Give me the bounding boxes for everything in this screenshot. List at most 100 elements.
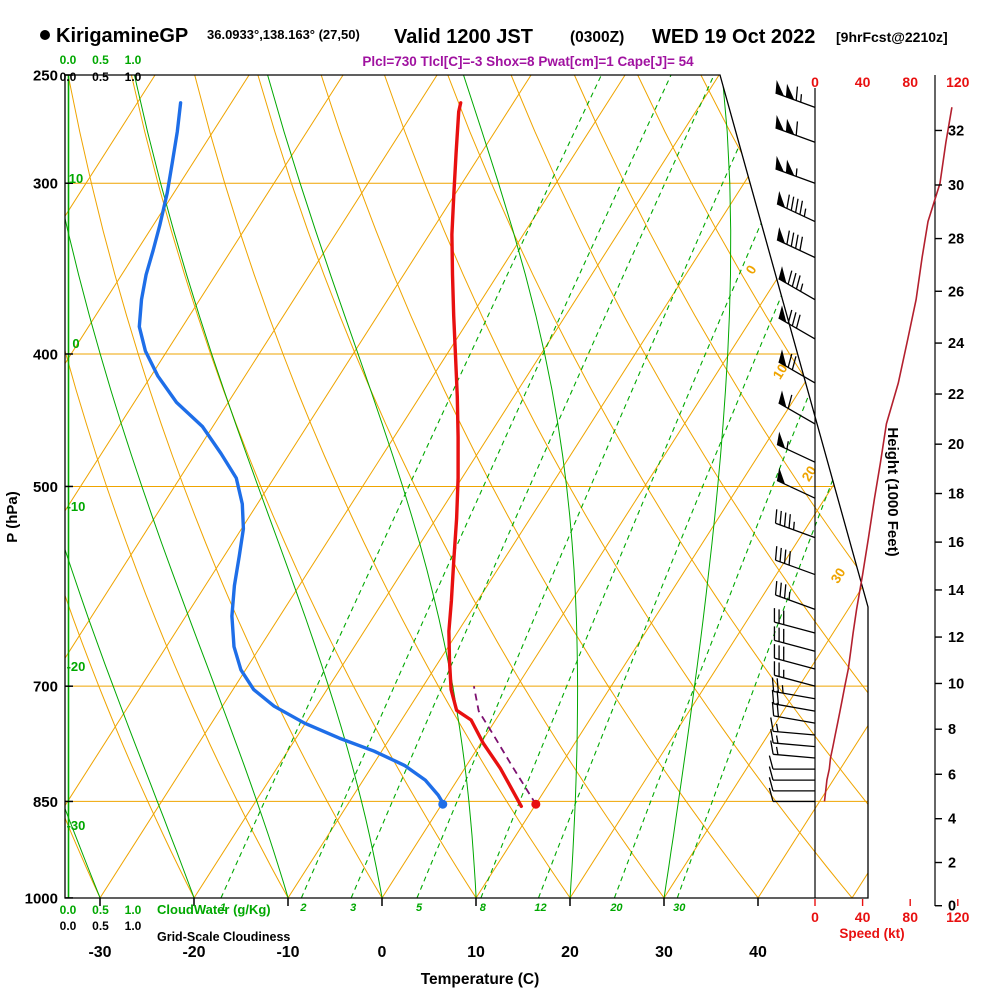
wind-barb-staff bbox=[775, 168, 816, 184]
height-tick-label: 14 bbox=[948, 583, 964, 599]
wind-barb-full bbox=[771, 677, 775, 692]
moist-adiabat-line bbox=[65, 75, 195, 898]
mixing-ratio-label: 3 bbox=[350, 902, 356, 914]
pressure-tick-label: 500 bbox=[33, 479, 58, 496]
speed-tick-label-top: 0 bbox=[811, 74, 819, 90]
wind-barb-half bbox=[781, 685, 784, 694]
wind-barb-full bbox=[791, 312, 797, 327]
temp-tick-label: 40 bbox=[749, 944, 767, 961]
wind-speed-profile-line bbox=[823, 107, 953, 802]
wind-barb-staff bbox=[774, 639, 816, 652]
isotherm-line bbox=[475, 75, 868, 898]
wind-barb-full bbox=[799, 200, 804, 215]
temp-tick-label: -10 bbox=[276, 944, 299, 961]
wind-barb-full bbox=[783, 584, 787, 599]
wind-barb-staff bbox=[774, 674, 816, 687]
temp-tick-label: 10 bbox=[467, 944, 485, 961]
height-tick-label: 12 bbox=[948, 630, 964, 646]
wind-barb-half bbox=[786, 441, 789, 450]
pressure-axis-title: P (hPa) bbox=[4, 491, 21, 542]
moist-adiabat-line bbox=[663, 75, 732, 898]
speed-axis-title: Speed (kt) bbox=[839, 926, 904, 941]
isotherm-line bbox=[287, 75, 814, 898]
wind-barb-full bbox=[787, 309, 793, 324]
pressure-tick-label: 700 bbox=[33, 679, 58, 696]
dry-adiabat-line bbox=[65, 75, 195, 898]
wind-barb-full bbox=[786, 230, 790, 245]
wind-barb-pennant bbox=[776, 467, 786, 485]
wind-barb-pennant bbox=[785, 118, 795, 135]
speed-tick-label-bottom: 120 bbox=[946, 909, 970, 925]
moist-adiabat-label: -30 bbox=[67, 818, 86, 833]
speed-tick-label-top: 120 bbox=[946, 74, 970, 90]
mixing-ratio-line bbox=[537, 75, 868, 898]
wind-barb-full bbox=[787, 270, 793, 285]
wind-barb-pennant bbox=[776, 431, 786, 449]
height-tick-label: 24 bbox=[948, 336, 964, 352]
moist-adiabat-line bbox=[0, 75, 6, 898]
mixing-ratio-line bbox=[480, 75, 826, 898]
dry-adiabat-line bbox=[130, 75, 477, 898]
wind-barb-half bbox=[788, 591, 791, 600]
valid-zulu: (0300Z) bbox=[570, 29, 624, 46]
wind-barb-staff bbox=[775, 559, 816, 576]
cloud-scale-tick-label: 1.0 bbox=[125, 70, 142, 84]
pressure-tick-label: 300 bbox=[33, 176, 58, 193]
wind-barb-full bbox=[771, 689, 775, 704]
mixing-ratio-line bbox=[416, 75, 772, 898]
height-tick-label: 26 bbox=[948, 284, 964, 300]
wind-barb-full bbox=[795, 121, 799, 136]
wind-barb-pennant bbox=[776, 226, 786, 244]
wind-barb-pennant bbox=[785, 159, 795, 176]
wind-barb-full bbox=[776, 678, 780, 693]
height-axis-title: Height (1000 Feet) bbox=[884, 427, 901, 556]
plot-frame-layer bbox=[64, 74, 936, 906]
temp-tick-label: -20 bbox=[182, 944, 205, 961]
wind-barb-full bbox=[774, 546, 778, 561]
wind-barb-pennant bbox=[778, 390, 787, 408]
speed-tick-label-top: 40 bbox=[855, 74, 871, 90]
wind-barb-staff bbox=[774, 657, 816, 670]
wind-barbs-layer bbox=[768, 80, 953, 803]
wind-barb-full bbox=[770, 740, 774, 755]
mixing-ratio-label: 20 bbox=[609, 902, 623, 914]
mixing-ratio-label: 12 bbox=[534, 902, 546, 914]
pressure-tick-label: 850 bbox=[33, 794, 58, 811]
cloud-scale-tick-label: 0.5 bbox=[92, 53, 109, 67]
wind-barb-pennant bbox=[778, 349, 787, 367]
isotherm-line bbox=[99, 75, 626, 898]
isotherm-diag-label: 0 bbox=[743, 262, 760, 276]
wind-barb-full bbox=[794, 234, 799, 249]
pressure-tick-label: 400 bbox=[33, 346, 58, 363]
wind-barb-full bbox=[788, 551, 791, 566]
isotherm-diag-label: 10 bbox=[770, 361, 791, 382]
dry-adiabat-line bbox=[67, 75, 383, 898]
wind-barb-full bbox=[787, 353, 793, 368]
height-tick-label: 2 bbox=[948, 856, 956, 872]
dry-adiabat-line bbox=[320, 75, 759, 898]
wind-barb-full bbox=[795, 314, 801, 329]
height-tick-label: 6 bbox=[948, 767, 956, 783]
mixing-ratio-line bbox=[676, 75, 868, 898]
wind-barb-full bbox=[788, 514, 791, 529]
wind-barb-staff bbox=[773, 742, 816, 748]
speed-tick-label-bottom: 80 bbox=[902, 909, 918, 925]
temp-tick-label: 30 bbox=[655, 944, 673, 961]
wind-barb-full bbox=[776, 702, 780, 717]
wind-barb-half bbox=[792, 521, 795, 530]
wind-barb-full bbox=[794, 198, 799, 213]
wind-barb-staff bbox=[773, 715, 816, 724]
temperature-profile-line bbox=[447, 101, 523, 808]
height-tick-label: 8 bbox=[948, 722, 956, 738]
wind-barb-pennant bbox=[775, 80, 784, 97]
wind-barb-staff bbox=[776, 203, 816, 223]
wind-barb-full bbox=[774, 580, 778, 596]
moist-adiabat-label: 10 bbox=[69, 171, 83, 186]
parcel-path-line bbox=[473, 686, 537, 805]
cloud-scale-tick-label: 0.0 bbox=[60, 903, 77, 917]
cloud-scale-tick-label: 1.0 bbox=[125, 903, 142, 917]
cloud-scale-tick-label: 0.0 bbox=[60, 53, 77, 67]
isotherm-line bbox=[663, 75, 868, 898]
cloudwater-scale-title: CloudWater (g/Kg) bbox=[157, 902, 271, 917]
